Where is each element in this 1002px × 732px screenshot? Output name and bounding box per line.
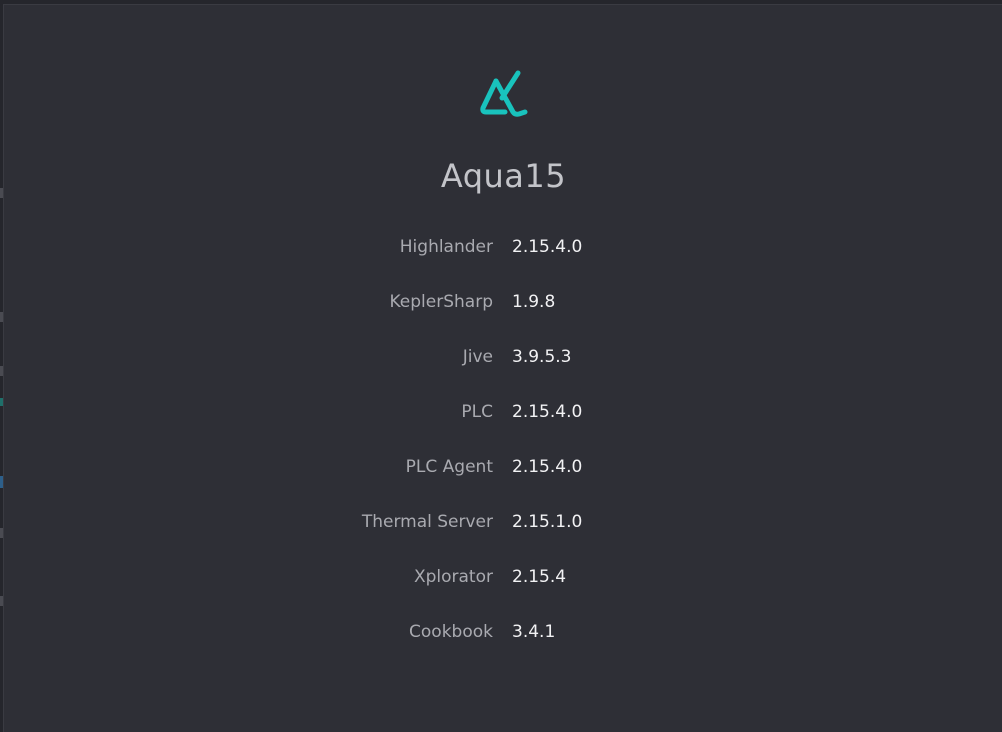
background-edge-mark (0, 596, 3, 606)
component-version: 3.9.5.3 (512, 347, 572, 367)
component-name: PLC (461, 402, 493, 422)
app-title: Aqua15 (440, 157, 567, 195)
component-name: Jive (462, 347, 493, 367)
component-version: 2.15.4.0 (512, 457, 583, 477)
background-edge-mark (0, 312, 3, 322)
component-version: 3.4.1 (512, 622, 556, 642)
version-row: PLC Agent 2.15.4.0 (4, 449, 1002, 504)
component-version: 1.9.8 (512, 292, 556, 312)
version-list: Highlander 2.15.4.0 KeplerSharp 1.9.8 Ji… (4, 229, 1002, 669)
version-row: Xplorator 2.15.4 (4, 559, 1002, 614)
component-name: Thermal Server (361, 512, 493, 532)
component-name: KeplerSharp (389, 292, 494, 312)
background-edge-mark (0, 476, 3, 488)
component-name: Cookbook (409, 622, 493, 642)
version-row: Highlander 2.15.4.0 (4, 229, 1002, 284)
component-version: 2.15.4.0 (512, 402, 583, 422)
version-row: Thermal Server 2.15.1.0 (4, 504, 1002, 559)
version-row: Jive 3.9.5.3 (4, 339, 1002, 394)
aqua-logo-icon (480, 70, 528, 117)
version-row: KeplerSharp 1.9.8 (4, 284, 1002, 339)
background-edge-mark (0, 398, 3, 406)
version-row: PLC 2.15.4.0 (4, 394, 1002, 449)
component-version: 2.15.4 (512, 567, 567, 587)
component-name: Highlander (399, 237, 493, 257)
about-dialog: Aqua15 Highlander 2.15.4.0 KeplerSharp 1… (3, 4, 1002, 732)
version-row: Cookbook 3.4.1 (4, 614, 1002, 669)
background-edge-mark (0, 528, 3, 538)
component-version: 2.15.1.0 (512, 512, 583, 532)
component-version: 2.15.4.0 (512, 237, 583, 257)
background-edge-mark (0, 366, 3, 376)
component-name: Xplorator (413, 567, 493, 587)
background-edge-mark (0, 188, 3, 198)
component-name: PLC Agent (405, 457, 493, 477)
